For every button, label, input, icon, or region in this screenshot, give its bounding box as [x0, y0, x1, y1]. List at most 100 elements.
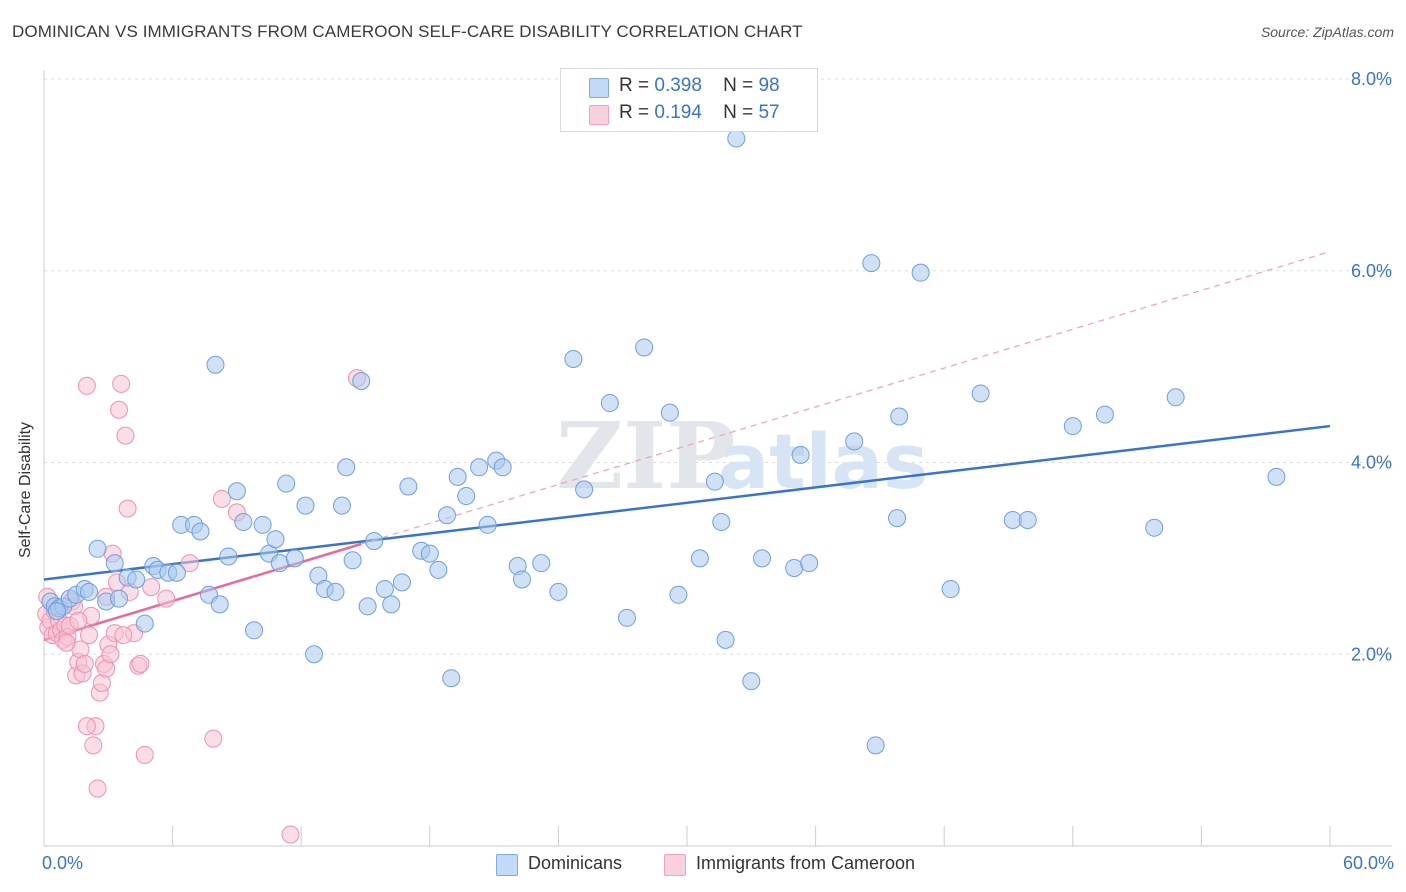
stats-legend: R = 0.398 N = 98 R = 0.194 N = 57	[560, 68, 818, 132]
x-tick-label-min: 0.0%	[42, 853, 83, 873]
dominicans-point	[210, 595, 229, 614]
r-label: R =	[619, 75, 650, 96]
cameroon-point	[135, 745, 154, 764]
cameroon-point	[80, 626, 99, 645]
dominicans-point	[382, 595, 401, 614]
dominicans-point	[277, 474, 296, 493]
dominicans-point	[971, 384, 990, 403]
cameroon-point	[116, 426, 135, 445]
dominicans-point	[941, 580, 960, 599]
dominicans-point	[420, 544, 439, 563]
dominicans-point	[375, 580, 394, 599]
cameroon-point	[69, 611, 88, 630]
dominicans-point	[219, 547, 238, 566]
cameroon-point	[180, 554, 199, 573]
dominicans-point	[365, 532, 384, 551]
dominicans-point	[862, 254, 881, 273]
dominicans-point	[1267, 467, 1286, 486]
cameroon-point	[118, 499, 137, 518]
cameroon-point	[114, 626, 133, 645]
dominicans-point	[296, 496, 315, 515]
watermark: ZIP atlas	[556, 402, 928, 510]
dominicans-point	[270, 554, 289, 573]
stats-text: R = 0.398 N = 98	[619, 75, 780, 97]
dominicans-point	[660, 403, 679, 422]
legend-swatch-blue	[589, 78, 609, 98]
cameroon-trendline-extrapolated	[361, 251, 1331, 545]
dominicans-point	[88, 539, 107, 558]
dominicans-point	[305, 645, 324, 664]
dominicans-point	[191, 522, 210, 541]
n-value: 57	[758, 102, 780, 123]
stats-text: R = 0.194 N = 57	[619, 102, 780, 124]
dominicans-point	[669, 585, 688, 604]
dominicans-point	[105, 554, 124, 573]
dominicans-point	[705, 472, 724, 491]
dominicans-point	[888, 509, 907, 528]
dominicans-point	[845, 432, 864, 451]
legend-swatch-pink	[589, 105, 609, 125]
r-value: 0.398	[654, 75, 702, 96]
dominicans-point	[742, 672, 761, 691]
dominicans-point	[753, 549, 772, 568]
dominicans-point	[167, 563, 186, 582]
data-points	[37, 129, 1286, 844]
x-tick-label-max: 60.0%	[1343, 853, 1394, 873]
cameroon-point	[281, 825, 300, 844]
dominicans-point	[245, 621, 264, 640]
cameroon-point	[110, 400, 129, 419]
dominicans-point	[1018, 511, 1037, 530]
dominicans-point	[866, 736, 885, 755]
dominicans-point	[1166, 388, 1185, 407]
dominicans-point	[600, 394, 619, 413]
dominicans-point	[358, 597, 377, 616]
series-legend: Dominicans Immigrants from Cameroon	[0, 852, 1406, 878]
dominicans-point	[47, 602, 66, 621]
dominicans-point	[1145, 518, 1164, 537]
axes	[43, 70, 1392, 847]
cameroon-point	[77, 376, 96, 395]
dominicans-point	[617, 608, 636, 627]
y-tick-label: 8.0%	[1351, 69, 1392, 89]
dominicans-point	[470, 458, 489, 477]
dominicans-point	[549, 582, 568, 601]
dominicans-point	[253, 515, 272, 534]
y-tick-label: 6.0%	[1351, 261, 1392, 281]
dominicans-trendline	[43, 424, 1331, 581]
dominicans-point	[110, 589, 129, 608]
dominicans-point	[392, 573, 411, 592]
dominicans-point	[227, 482, 246, 501]
dominicans-point	[478, 515, 497, 534]
dominicans-point	[457, 487, 476, 506]
n-value: 98	[758, 75, 780, 96]
dominicans-point	[1003, 511, 1022, 530]
dominicans-point	[493, 458, 512, 477]
dominicans-point	[429, 560, 448, 579]
cameroon-point	[75, 654, 94, 673]
cameroon-point	[142, 578, 161, 597]
gridlines	[44, 78, 1392, 655]
dominicans-point	[442, 669, 461, 688]
n-label: N =	[723, 75, 754, 96]
dominicans-point	[564, 349, 583, 368]
dominicans-point	[800, 554, 819, 573]
watermark-atlas: atlas	[718, 417, 928, 506]
dominicans-point	[727, 129, 746, 148]
dominicans-point	[791, 445, 810, 464]
dominicans-point	[326, 582, 345, 601]
y-tick-label: 4.0%	[1351, 453, 1392, 473]
dominicans-point	[234, 512, 253, 531]
dominicans-point	[343, 551, 362, 570]
dominicans-point	[712, 512, 731, 531]
y-tick-label: 2.0%	[1351, 644, 1392, 664]
dominicans-point	[690, 549, 709, 568]
dominicans-point	[135, 614, 154, 633]
r-value: 0.194	[654, 102, 702, 123]
dominicans-point	[352, 372, 371, 391]
tick-labels: 2.0% 4.0% 6.0% 8.0% 0.0% 60.0%	[42, 69, 1394, 873]
dominicans-point	[575, 480, 594, 499]
r-label: R =	[619, 102, 650, 123]
dominicans-point	[437, 506, 456, 525]
dominicans-point	[337, 458, 356, 477]
dominicans-point	[266, 530, 285, 549]
